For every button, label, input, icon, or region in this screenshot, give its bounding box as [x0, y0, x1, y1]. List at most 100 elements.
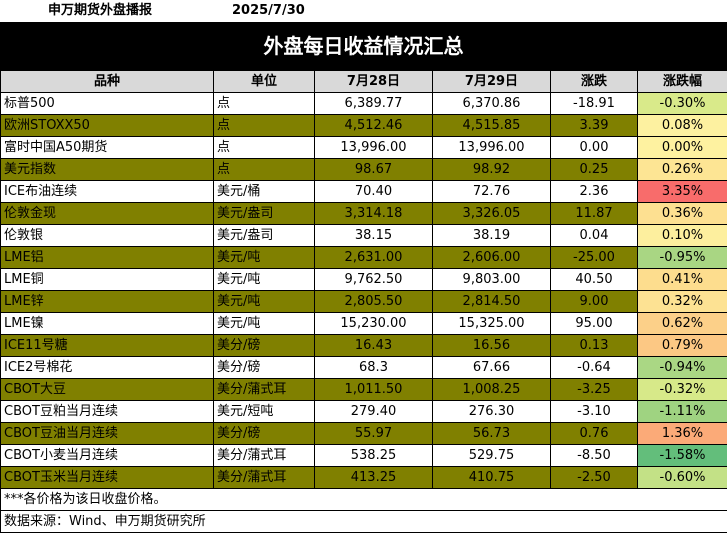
- table-header-row: 品种 单位 7月28日 7月29日 涨跌 涨跌幅: [0, 70, 727, 93]
- table-row: ICE布油连续 美元/桶 70.40 72.76 2.36 3.35%: [0, 180, 727, 203]
- table-title: 外盘每日收益情况汇总: [0, 23, 727, 70]
- cell-unit: 点: [213, 158, 315, 181]
- cell-change: 95.00: [550, 312, 638, 335]
- cell-date1-value: 538.25: [314, 444, 433, 467]
- table-row: 伦敦银 美元/盎司 38.15 38.19 0.04 0.10%: [0, 224, 727, 247]
- cell-name: CBOT豆粕当月连续: [0, 400, 214, 423]
- table-row: CBOT大豆 美分/蒲式耳 1,011.50 1,008.25 -3.25 -0.32%: [0, 378, 727, 401]
- cell-change: 0.04: [550, 224, 638, 247]
- cell-pct-change: 0.79%: [637, 334, 727, 357]
- cell-name: 伦敦金现: [0, 202, 214, 225]
- table-row: CBOT豆粕当月连续 美元/短吨 279.40 276.30 -3.10 -1.11%: [0, 400, 727, 423]
- cell-date2-value: 72.76: [432, 180, 551, 203]
- cell-unit: 美元/短吨: [213, 400, 315, 423]
- cell-change: 40.50: [550, 268, 638, 291]
- cell-date2-value: 6,370.86: [432, 92, 551, 115]
- cell-name: 富时中国A50期货: [0, 136, 214, 159]
- cell-pct-change: 0.41%: [637, 268, 727, 291]
- cell-date1-value: 413.25: [314, 466, 433, 489]
- cell-unit: 点: [213, 92, 315, 115]
- cell-pct-change: 1.36%: [637, 422, 727, 445]
- cell-name: 标普500: [0, 92, 214, 115]
- cell-pct-change: -0.30%: [637, 92, 727, 115]
- cell-date2-value: 9,803.00: [432, 268, 551, 291]
- cell-unit: 美分/磅: [213, 422, 315, 445]
- cell-pct-change: 0.10%: [637, 224, 727, 247]
- cell-change: 2.36: [550, 180, 638, 203]
- cell-name: LME铜: [0, 268, 214, 291]
- cell-date1-value: 1,011.50: [314, 378, 433, 401]
- cell-pct-change: 0.32%: [637, 290, 727, 313]
- cell-pct-change: 0.00%: [637, 136, 727, 159]
- cell-date1-value: 16.43: [314, 334, 433, 357]
- col-header-name: 品种: [0, 70, 214, 93]
- cell-pct-change: -0.32%: [637, 378, 727, 401]
- cell-pct-change: -1.58%: [637, 444, 727, 467]
- cell-pct-change: 0.62%: [637, 312, 727, 335]
- cell-name: CBOT小麦当月连续: [0, 444, 214, 467]
- cell-name: CBOT豆油当月连续: [0, 422, 214, 445]
- col-header-pct: 涨跌幅: [637, 70, 727, 93]
- cell-date2-value: 2,814.50: [432, 290, 551, 313]
- cell-name: CBOT大豆: [0, 378, 214, 401]
- table-row: 伦敦金现 美元/盎司 3,314.18 3,326.05 11.87 0.36%: [0, 202, 727, 225]
- cell-change: 9.00: [550, 290, 638, 313]
- cell-pct-change: 0.36%: [637, 202, 727, 225]
- table-row: 欧洲STOXX50 点 4,512.46 4,515.85 3.39 0.08%: [0, 114, 727, 137]
- cell-unit: 美元/吨: [213, 268, 315, 291]
- cell-date2-value: 2,606.00: [432, 246, 551, 269]
- cell-unit: 美元/盎司: [213, 224, 315, 247]
- cell-pct-change: -0.95%: [637, 246, 727, 269]
- cell-date2-value: 276.30: [432, 400, 551, 423]
- cell-pct-change: -0.60%: [637, 466, 727, 489]
- cell-pct-change: 0.08%: [637, 114, 727, 137]
- cell-date2-value: 410.75: [432, 466, 551, 489]
- cell-date2-value: 16.56: [432, 334, 551, 357]
- report-header: 申万期货外盘播报 2025/7/30: [0, 0, 727, 23]
- cell-date2-value: 529.75: [432, 444, 551, 467]
- cell-name: LME镍: [0, 312, 214, 335]
- cell-pct-change: 3.35%: [637, 180, 727, 203]
- table-row: LME铜 美元/吨 9,762.50 9,803.00 40.50 0.41%: [0, 268, 727, 291]
- cell-date1-value: 6,389.77: [314, 92, 433, 115]
- returns-table: 品种 单位 7月28日 7月29日 涨跌 涨跌幅 标普500 点 6,389.77 6…: [0, 70, 727, 533]
- cell-date1-value: 98.67: [314, 158, 433, 181]
- cell-unit: 美分/蒲式耳: [213, 378, 315, 401]
- table-row: ICE2号棉花 美分/磅 68.3 67.66 -0.64 -0.94%: [0, 356, 727, 379]
- cell-change: -3.10: [550, 400, 638, 423]
- cell-pct-change: -1.11%: [637, 400, 727, 423]
- col-header-date1: 7月28日: [314, 70, 433, 93]
- table-row: LME镍 美元/吨 15,230.00 15,325.00 95.00 0.62%: [0, 312, 727, 335]
- table-row: 标普500 点 6,389.77 6,370.86 -18.91 -0.30%: [0, 92, 727, 115]
- source-row: 数据来源：Wind、申万期货研究所: [0, 510, 727, 533]
- cell-unit: 美分/磅: [213, 356, 315, 379]
- cell-name: 美元指数: [0, 158, 214, 181]
- cell-date1-value: 9,762.50: [314, 268, 433, 291]
- col-header-unit: 单位: [213, 70, 315, 93]
- table-row: LME锌 美元/吨 2,805.50 2,814.50 9.00 0.32%: [0, 290, 727, 313]
- cell-name: CBOT玉米当月连续: [0, 466, 214, 489]
- cell-change: -3.25: [550, 378, 638, 401]
- cell-date2-value: 4,515.85: [432, 114, 551, 137]
- table-row: 富时中国A50期货点 13,996.00 13,996.00 0.00 0.00%: [0, 136, 727, 159]
- cell-date2-value: 98.92: [432, 158, 551, 181]
- cell-change: 0.25: [550, 158, 638, 181]
- cell-name: ICE2号棉花: [0, 356, 214, 379]
- organization-title: 申万期货外盘播报: [48, 3, 153, 18]
- cell-name: 欧洲STOXX50: [0, 114, 214, 137]
- cell-date1-value: 4,512.46: [314, 114, 433, 137]
- cell-change: 0.00: [550, 136, 638, 159]
- cell-name: ICE布油连续: [0, 180, 214, 203]
- table-row: LME铝 美元/吨 2,631.00 2,606.00 -25.00 -0.95%: [0, 246, 727, 269]
- cell-date1-value: 68.3: [314, 356, 433, 379]
- cell-change: -8.50: [550, 444, 638, 467]
- cell-unit: 美元/桶: [213, 180, 315, 203]
- cell-pct-change: 0.26%: [637, 158, 727, 181]
- cell-unit: 美分/蒲式耳: [213, 444, 315, 467]
- cell-change: 0.76: [550, 422, 638, 445]
- cell-unit: 美元/吨: [213, 246, 315, 269]
- data-source: 数据来源：Wind、申万期货研究所: [0, 510, 727, 533]
- cell-date1-value: 38.15: [314, 224, 433, 247]
- cell-date2-value: 56.73: [432, 422, 551, 445]
- cell-change: -18.91: [550, 92, 638, 115]
